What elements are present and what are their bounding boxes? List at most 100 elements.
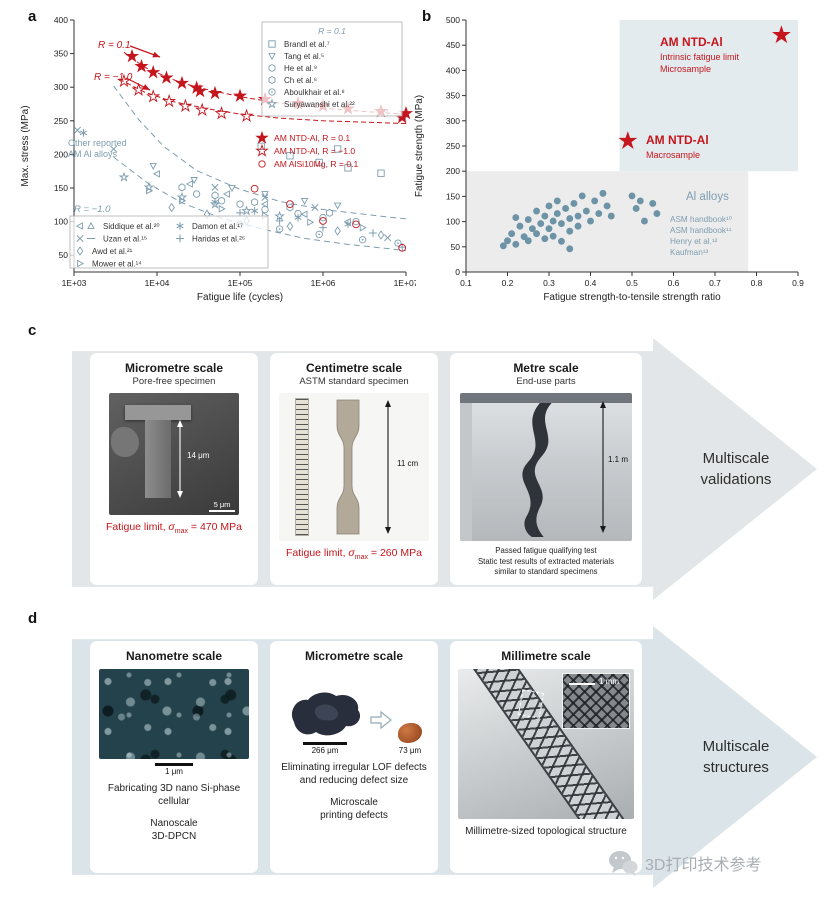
scalebar: 1 μm bbox=[139, 763, 209, 776]
lof-defect-image bbox=[291, 692, 361, 736]
svg-text:200: 200 bbox=[54, 149, 68, 159]
wechat-icon bbox=[609, 851, 638, 876]
card-title: Nanometre scale bbox=[125, 649, 223, 663]
svg-text:Awd et al.²¹: Awd et al.²¹ bbox=[92, 247, 133, 256]
defect-caption: Eliminating irregular LOF defects and re… bbox=[281, 762, 427, 786]
svg-text:He et al.⁹: He et al.⁹ bbox=[284, 64, 317, 73]
svg-text:100: 100 bbox=[54, 217, 68, 227]
svg-text:R = −1.0: R = −1.0 bbox=[74, 204, 111, 215]
structure-card-millimetre: Millimetre scale 1 mm Millimetre-sized t… bbox=[450, 641, 642, 873]
svg-text:150: 150 bbox=[54, 183, 68, 193]
fatigue-strength-ratio-chart: 0.1 0.2 0.3 0.4 0.5 0.6 0.7 0.8 0.9 0 50 100 150 200 2… bbox=[414, 15, 804, 303]
defect-size-label: 73 μm bbox=[398, 746, 422, 755]
svg-text:250: 250 bbox=[54, 116, 68, 126]
grip-shape bbox=[111, 427, 139, 457]
svg-text:Ch et al.⁶: Ch et al.⁶ bbox=[284, 76, 317, 85]
svg-text:Tang et al.⁵: Tang et al.⁵ bbox=[284, 52, 324, 61]
watermark: 3D打印技术参考 bbox=[608, 850, 761, 876]
astm-specimen-image: 11 cm bbox=[279, 393, 429, 541]
svg-text:0.5: 0.5 bbox=[626, 278, 638, 288]
svg-text:Suryawanshi et al.²²: Suryawanshi et al.²² bbox=[284, 100, 355, 109]
qualifying-test-caption: Passed fatigue qualifying test Static te… bbox=[477, 546, 615, 577]
card-title: Metre scale bbox=[513, 361, 579, 375]
svg-text:0.3: 0.3 bbox=[543, 278, 555, 288]
svg-text:1E+06: 1E+06 bbox=[311, 278, 336, 288]
svg-text:Henry et al.¹²: Henry et al.¹² bbox=[670, 237, 718, 246]
panel-d-arrow: Nanometre scale 1 μm Fabricating 3D nano… bbox=[72, 626, 817, 888]
svg-text:Microsample: Microsample bbox=[660, 64, 711, 74]
svg-text:AM NTD-Al: AM NTD-Al bbox=[646, 133, 709, 147]
svg-text:Mower et al.¹⁴: Mower et al.¹⁴ bbox=[92, 260, 142, 269]
svg-text:R = 0.1: R = 0.1 bbox=[318, 26, 346, 36]
card-subtitle: ASTM standard specimen bbox=[299, 376, 409, 387]
svg-text:1E+05: 1E+05 bbox=[228, 278, 253, 288]
height-arrow-icon bbox=[600, 401, 606, 533]
end-use-part-photo: 1.1 m bbox=[460, 393, 632, 541]
svg-text:150: 150 bbox=[446, 191, 460, 201]
watermark-text: 3D打印技术参考 bbox=[645, 857, 762, 874]
svg-text:0.2: 0.2 bbox=[502, 278, 514, 288]
svg-text:Max. stress (MPa): Max. stress (MPa) bbox=[20, 105, 31, 186]
svg-text:0: 0 bbox=[455, 267, 460, 277]
card-subtitle: End-use parts bbox=[516, 376, 576, 387]
validation-card-centimetre: Centimetre scale ASTM standard specimen … bbox=[270, 353, 438, 585]
svg-text:Kaufman¹³: Kaufman¹³ bbox=[670, 248, 708, 257]
inset-scalebar-label: 1 mm bbox=[599, 677, 619, 686]
twisted-blade bbox=[522, 402, 552, 538]
nano-caption-2: Nanoscale 3D-DPCN bbox=[150, 818, 198, 842]
svg-text:400: 400 bbox=[54, 15, 68, 25]
svg-text:300: 300 bbox=[54, 82, 68, 92]
card-title: Micrometre scale bbox=[304, 649, 404, 663]
svg-text:50: 50 bbox=[451, 242, 461, 252]
machine-side bbox=[460, 403, 472, 541]
defect-comparison: 266 μm 73 μm bbox=[276, 675, 432, 755]
svg-text:0.7: 0.7 bbox=[709, 278, 721, 288]
svg-text:1E+04: 1E+04 bbox=[145, 278, 170, 288]
structure-card-micrometre: Micrometre scale 266 μm 73 μm bbox=[270, 641, 438, 873]
svg-text:0.4: 0.4 bbox=[585, 278, 597, 288]
height-label: 14 μm bbox=[187, 451, 210, 460]
right-arrow-icon bbox=[370, 711, 392, 729]
svg-text:100: 100 bbox=[446, 217, 460, 227]
pillar-stem bbox=[145, 420, 171, 498]
svg-text:350: 350 bbox=[54, 49, 68, 59]
topological-structure-image: 1 mm bbox=[458, 669, 634, 819]
panel-c-arrow-label: Multiscale validations bbox=[700, 450, 772, 488]
svg-text:Haridas et al.²⁶: Haridas et al.²⁶ bbox=[192, 235, 245, 244]
svg-text:250: 250 bbox=[446, 141, 460, 151]
panel-d-label: d bbox=[28, 610, 38, 627]
svg-text:Al alloys: Al alloys bbox=[686, 191, 729, 203]
svg-text:Fatigue life (cycles): Fatigue life (cycles) bbox=[197, 292, 283, 303]
panel-a-label: a bbox=[28, 8, 37, 25]
svg-text:ASM handbook¹⁰: ASM handbook¹⁰ bbox=[670, 215, 732, 224]
scalebar-label: 5 μm bbox=[213, 500, 231, 509]
svg-text:AM NTD-Al: AM NTD-Al bbox=[660, 35, 723, 49]
sem-micropillar-image: 14 μm 5 μm bbox=[109, 393, 239, 515]
zoom-region-box bbox=[517, 689, 545, 719]
scalebar-label: 1 μm bbox=[165, 767, 183, 776]
scalebar: 5 μm bbox=[209, 500, 235, 512]
nano-cellular-image bbox=[99, 669, 249, 759]
svg-text:R = 0.1: R = 0.1 bbox=[98, 40, 131, 51]
svg-text:50: 50 bbox=[59, 250, 69, 260]
svg-text:1E+07: 1E+07 bbox=[394, 278, 416, 288]
ruler bbox=[295, 398, 309, 536]
svg-text:AM AlSi10Mg, R = 0.1: AM AlSi10Mg, R = 0.1 bbox=[274, 159, 359, 169]
dogbone-specimen bbox=[336, 399, 360, 535]
svg-text:AM NTD-Al, R = 0.1: AM NTD-Al, R = 0.1 bbox=[274, 133, 350, 143]
height-arrow-icon bbox=[385, 400, 391, 534]
svg-text:Brandl et al.⁷: Brandl et al.⁷ bbox=[284, 40, 330, 49]
svg-text:AM NTD-Al, R = −1.0: AM NTD-Al, R = −1.0 bbox=[274, 146, 355, 156]
svg-text:450: 450 bbox=[446, 40, 460, 50]
validation-card-micrometre: Micrometre scale Pore-free specimen 14 μ… bbox=[90, 353, 258, 585]
card-subtitle: Pore-free specimen bbox=[132, 376, 216, 387]
fatigue-life-chart: 1E+03 1E+04 1E+05 1E+06 1E+07 50 100 150 200 250 3… bbox=[20, 15, 416, 303]
svg-text:300: 300 bbox=[446, 116, 460, 126]
panel-d-arrow-label: Multiscale structures bbox=[702, 738, 770, 776]
panel-b-label: b bbox=[422, 8, 432, 25]
svg-text:R = −1.0: R = −1.0 bbox=[94, 72, 133, 83]
card-title: Millimetre scale bbox=[501, 649, 591, 663]
svg-text:0.1: 0.1 bbox=[460, 278, 472, 288]
svg-text:Fatigue strength-to-tensile st: Fatigue strength-to-tensile strength rat… bbox=[543, 292, 721, 303]
svg-text:200: 200 bbox=[446, 166, 460, 176]
